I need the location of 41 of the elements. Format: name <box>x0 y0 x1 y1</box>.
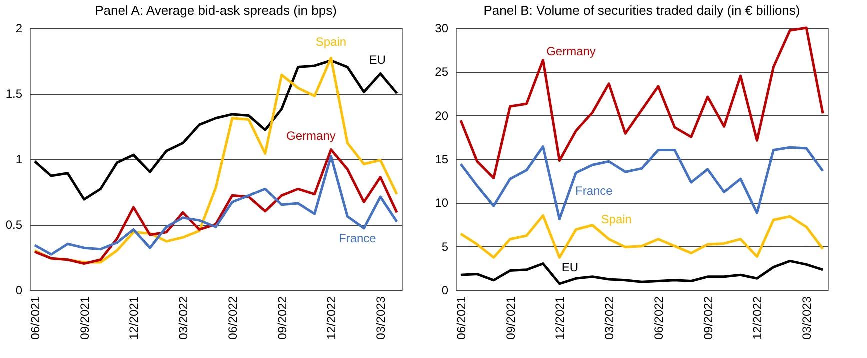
series-label: Germany <box>546 44 596 58</box>
line-series <box>460 214 824 259</box>
x-tick-label: 09/2022 <box>275 296 290 340</box>
series-label: France <box>575 184 614 198</box>
x-tick-label: 12/2021 <box>553 296 568 340</box>
x-tick-label: 03/2023 <box>374 296 388 340</box>
x-tick-label: 03/2023 <box>800 296 814 340</box>
y-tick-label: 1 <box>16 152 23 166</box>
y-tick-label: 30 <box>435 22 449 36</box>
x-tick-label: 06/2022 <box>226 296 240 340</box>
y-tick-label: 25 <box>435 65 449 80</box>
series-label: EU <box>562 260 578 275</box>
x-tick-label: 12/2021 <box>127 296 142 340</box>
x-tick-label: 03/2022 <box>602 296 617 340</box>
x-tick-label: 06/2021 <box>454 296 468 340</box>
y-tick-label: 2 <box>16 22 23 36</box>
line-series <box>460 26 824 180</box>
x-tick-label: 09/2021 <box>78 296 92 340</box>
y-tick-label: 5 <box>442 240 449 254</box>
series-label: Spain <box>601 212 632 226</box>
x-tick-label: 06/2022 <box>652 296 666 340</box>
x-tick-label: 09/2021 <box>504 296 518 340</box>
y-tick-label: 0 <box>442 284 449 298</box>
x-tick-label: 09/2022 <box>701 296 716 340</box>
y-tick-label: 20 <box>435 108 449 123</box>
x-tick-label: 03/2022 <box>176 296 191 340</box>
x-tick-label: 12/2022 <box>750 296 765 340</box>
chart-title: Panel B: Volume of securities traded daily (in € billions) <box>484 3 800 18</box>
chart-title: Panel A: Average bid-ask spreads (in bps) <box>95 3 337 18</box>
series-label: Germany <box>286 128 336 143</box>
y-tick-label: 0.5 <box>6 218 23 232</box>
y-tick-label: 10 <box>435 196 449 210</box>
y-tick-label: 15 <box>435 152 449 166</box>
x-tick-label: 12/2022 <box>324 296 339 340</box>
y-tick-label: 1.5 <box>6 87 23 101</box>
y-tick-label: 0 <box>16 284 23 298</box>
series-label: France <box>339 232 377 246</box>
series-label: Spain <box>316 35 347 50</box>
x-tick-label: 06/2021 <box>28 296 42 340</box>
series-label: EU <box>369 52 386 67</box>
line-series <box>460 260 824 286</box>
